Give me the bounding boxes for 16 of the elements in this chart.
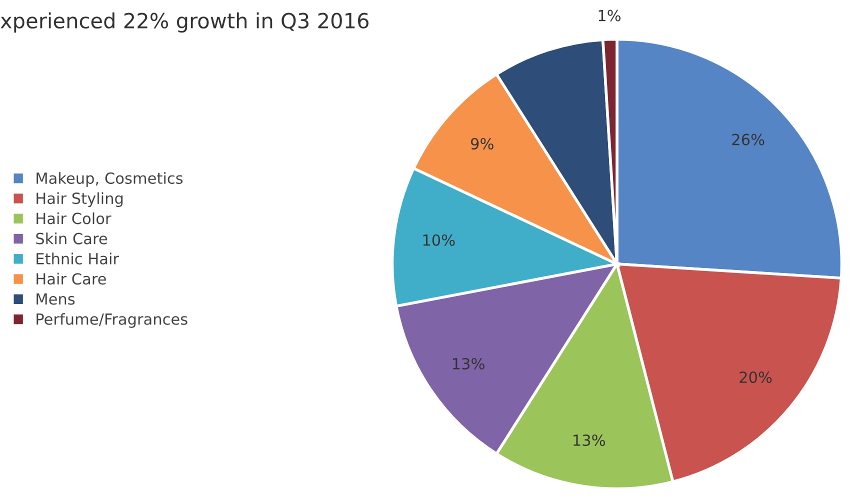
data-label: 10% bbox=[423, 234, 455, 246]
legend-label: Mens bbox=[36, 293, 75, 305]
legend-label: Makeup, Cosmetics bbox=[36, 172, 183, 187]
data-label: 20% bbox=[740, 371, 772, 384]
legend-label: Hair Styling bbox=[36, 192, 123, 208]
chart-title: xperienced 22% growth in Q3 2016 bbox=[0, 12, 368, 33]
data-label: 13% bbox=[574, 434, 606, 446]
legend-label: Hair Care bbox=[36, 272, 106, 285]
legend-label: Ethnic Hair bbox=[36, 252, 120, 264]
legend-label: Hair Color bbox=[36, 212, 112, 224]
data-label: 26% bbox=[732, 134, 764, 146]
data-label: 13% bbox=[452, 358, 484, 370]
data-label: 9% bbox=[470, 138, 494, 150]
legend-label: Perfume/Fragrances bbox=[36, 313, 188, 328]
data-label: 1% bbox=[598, 10, 621, 22]
legend-label: Skin Care bbox=[36, 232, 108, 244]
